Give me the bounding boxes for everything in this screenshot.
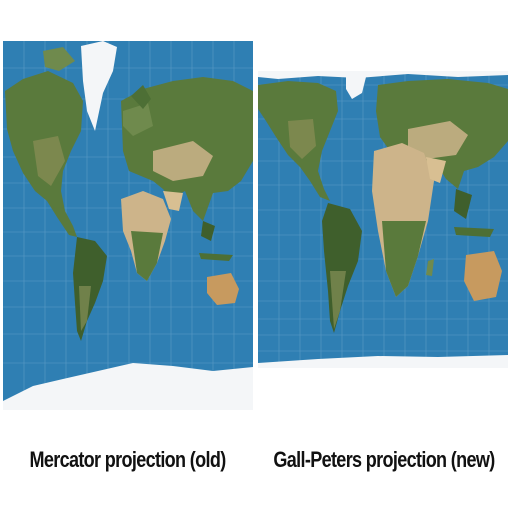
mercator-map	[3, 41, 253, 410]
arctic-ice	[258, 71, 508, 79]
antarctica-shape	[258, 355, 508, 368]
greenland-shape	[346, 75, 366, 99]
south-america-shape	[322, 203, 362, 333]
mercator-caption: Mercator projection (old)	[29, 447, 226, 472]
australia-shape	[207, 273, 239, 305]
antarctica-shape	[3, 363, 253, 410]
gall-peters-caption: Gall-Peters projection (new)	[273, 447, 495, 472]
greenland-shape	[81, 41, 117, 131]
gall-peters-map	[258, 71, 508, 368]
australia-shape	[464, 251, 502, 301]
